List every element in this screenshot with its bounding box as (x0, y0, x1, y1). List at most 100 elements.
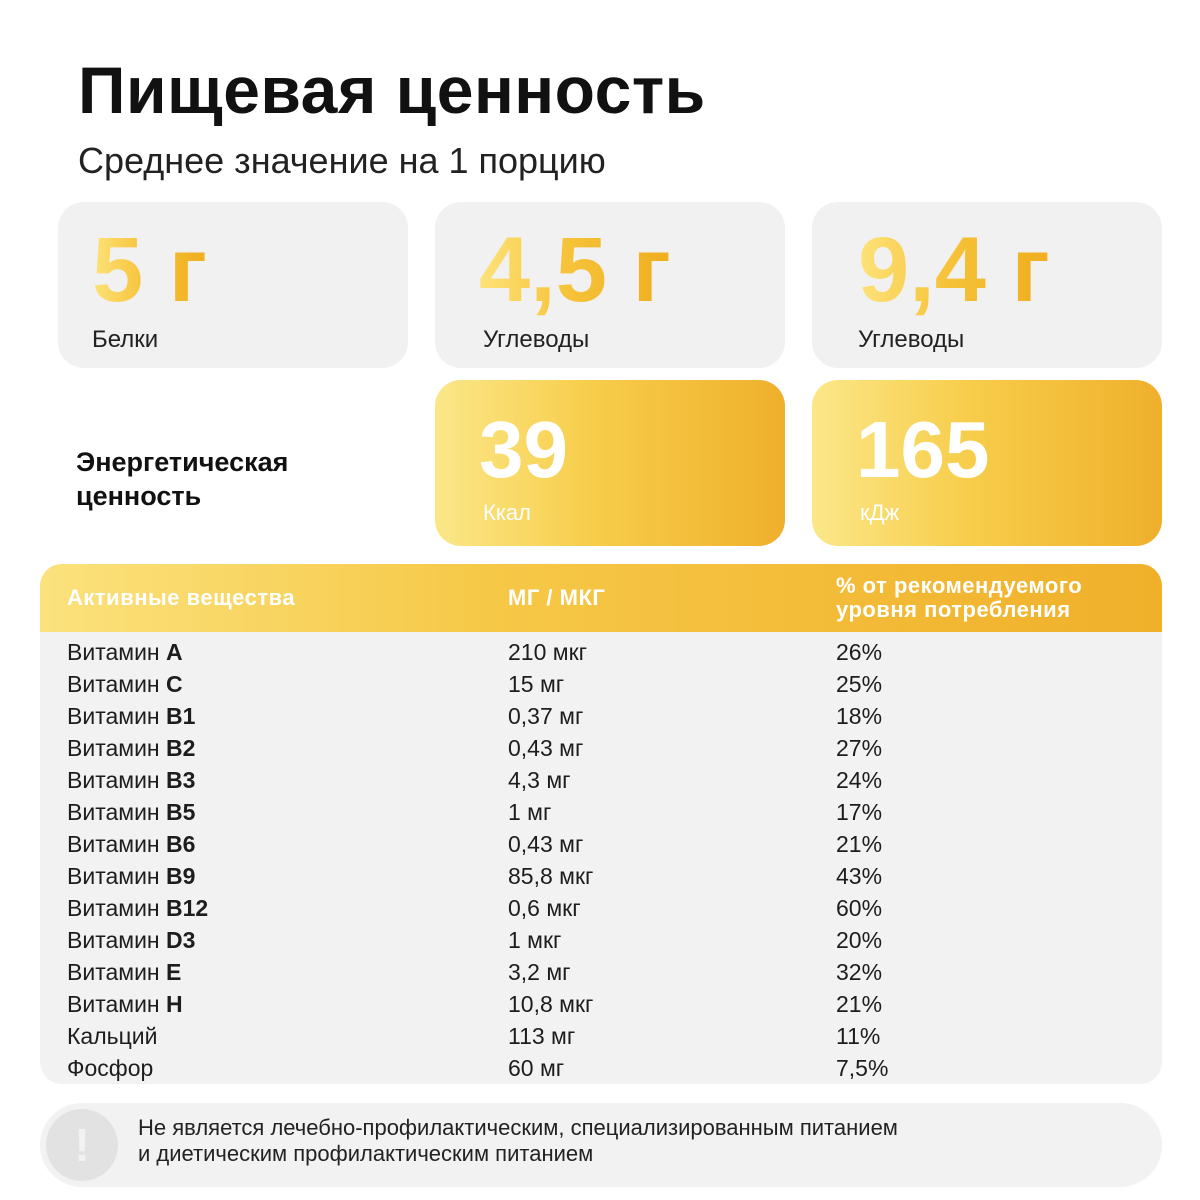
substance-prefix: Витамин (67, 959, 167, 985)
cell-substance: Витамин A (67, 636, 183, 668)
cell-percent: 27% (836, 735, 883, 761)
cell-amount: 15 мг (508, 671, 565, 697)
table-row: Витамин B5 1 мг 17% (40, 796, 1162, 828)
cell-substance: Витамин B2 (67, 732, 195, 764)
cell-percent: 17% (836, 799, 883, 825)
macro-label: Белки (92, 326, 159, 353)
substance-prefix: Витамин (67, 895, 167, 921)
macro-label: Углеводы (483, 326, 590, 353)
cell-percent: 21% (836, 831, 883, 857)
table-row: Витамин B2 0,43 мг 27% (40, 732, 1162, 764)
cell-amount: 0,43 мг (508, 831, 584, 857)
substance-name: B1 (166, 703, 196, 729)
cell-amount: 0,43 мг (508, 735, 584, 761)
column-header-percent: % от рекомендуемого уровня потребления (836, 573, 1083, 623)
substance-name: B3 (166, 767, 196, 793)
cell-substance: Витамин B6 (67, 828, 195, 860)
macro-value: 4,5 г (479, 219, 671, 321)
substance-prefix: Витамин (67, 831, 167, 857)
cell-percent: 26% (836, 639, 883, 665)
cell-substance: Витамин E (67, 956, 181, 988)
substance-prefix: Витамин (67, 991, 167, 1017)
cell-amount: 0,6 мкг (508, 895, 581, 921)
macro-label: Углеводы (858, 326, 965, 353)
table-row: Витамин A 210 мкг 26% (40, 636, 1162, 668)
cell-substance: Витамин B5 (67, 796, 195, 828)
cell-amount: 4,3 мг (508, 767, 571, 793)
cell-percent: 43% (836, 863, 883, 889)
cell-substance: Фосфор (67, 1052, 153, 1084)
table-row: Витамин D3 1 мкг 20% (40, 924, 1162, 956)
table-row: Витамин C 15 мг 25% (40, 668, 1162, 700)
disclaimer-note: ! Не является лечебно-профилактическим, … (40, 1103, 1162, 1187)
substance-name: B12 (166, 895, 209, 921)
cell-percent: 11% (836, 1023, 881, 1049)
cell-percent: 20% (836, 927, 883, 953)
energy-kcal-value: 39 (479, 405, 568, 494)
substance-name: B6 (166, 831, 196, 857)
substance-prefix: Витамин (67, 703, 167, 729)
table-row: Витамин B3 4,3 мг 24% (40, 764, 1162, 796)
table-row: Витамин H 10,8 мкг 21% (40, 988, 1162, 1020)
cell-percent: 25% (836, 671, 883, 697)
exclamation-icon: ! (46, 1109, 118, 1181)
nutrients-table: Активные вещества МГ / МКГ % от рекоменд… (40, 564, 1162, 1084)
cell-amount: 0,37 мг (508, 703, 584, 729)
cell-substance: Витамин B12 (67, 892, 208, 924)
cell-substance: Витамин H (67, 988, 183, 1020)
disclaimer-text: Не является лечебно-профилактическим, сп… (138, 1115, 1138, 1167)
disclaimer-line-1: Не является лечебно-профилактическим, сп… (138, 1115, 898, 1140)
cell-percent: 24% (836, 767, 883, 793)
energy-kj-unit: кДж (860, 500, 900, 525)
substance-name: B2 (166, 735, 196, 761)
substance-prefix: Витамин (67, 671, 167, 697)
disclaimer-line-2: и диетическим профилактическим питанием (138, 1140, 594, 1166)
cell-percent: 32% (836, 959, 883, 985)
cell-substance: Витамин B3 (67, 764, 195, 796)
substance-name: H (166, 991, 183, 1017)
energy-card-kcal: 39 Ккал (435, 380, 785, 546)
cell-amount: 113 мг (508, 1023, 576, 1049)
cell-substance: Витамин B9 (67, 860, 195, 892)
substance-prefix: Витамин (67, 735, 167, 761)
table-row: Фосфор 60 мг 7,5% (40, 1052, 1162, 1084)
substance-name: B9 (166, 863, 196, 889)
page-subtitle: Среднее значение на 1 порцию (78, 140, 606, 181)
substance-name: A (166, 639, 183, 665)
cell-amount: 1 мкг (508, 927, 562, 953)
substance-prefix: Витамин (67, 863, 167, 889)
macro-card-carbs: 4,5 г Углеводы (435, 202, 785, 368)
cell-percent: 21% (836, 991, 883, 1017)
cell-percent: 60% (836, 895, 883, 921)
substance-name: C (166, 671, 183, 697)
table-body: Витамин A 210 мкг 26% Витамин C 15 мг 25% Вита… (40, 636, 1162, 1084)
substance-name: D3 (166, 927, 196, 953)
cell-percent: 18% (836, 703, 883, 729)
substance-name: E (166, 959, 182, 985)
cell-percent: 7,5% (836, 1055, 889, 1081)
cell-substance: Витамин D3 (67, 924, 195, 956)
page-title: Пищевая ценность (78, 53, 706, 127)
table-row: Витамин E 3,2 мг 32% (40, 956, 1162, 988)
cell-amount: 210 мкг (508, 639, 588, 665)
cell-amount: 60 мг (508, 1055, 565, 1081)
substance-prefix: Витамин (67, 927, 167, 953)
macro-value: 5 г (92, 219, 208, 321)
column-header-substance: Активные вещества (67, 585, 296, 610)
cell-amount: 10,8 мкг (508, 991, 594, 1017)
substance-name: B5 (166, 799, 196, 825)
table-row: Витамин B6 0,43 мг 21% (40, 828, 1162, 860)
table-row: Витамин B1 0,37 мг 18% (40, 700, 1162, 732)
energy-label: Энергетическая ценность (76, 447, 289, 511)
substance-prefix: Фосфор (67, 1055, 154, 1081)
substance-prefix: Витамин (67, 767, 167, 793)
cell-substance: Витамин B1 (67, 700, 195, 732)
cell-substance: Кальций (67, 1020, 157, 1052)
energy-card-kj: 165 кДж (812, 380, 1162, 546)
cell-substance: Витамин C (67, 668, 183, 700)
cell-amount: 1 мг (508, 799, 552, 825)
macro-value: 9,4 г (858, 219, 1050, 321)
table-row: Витамин B9 85,8 мкг 43% (40, 860, 1162, 892)
table-row: Витамин B12 0,6 мкг 60% (40, 892, 1162, 924)
table-header: Активные вещества МГ / МКГ % от рекоменд… (40, 564, 1162, 632)
